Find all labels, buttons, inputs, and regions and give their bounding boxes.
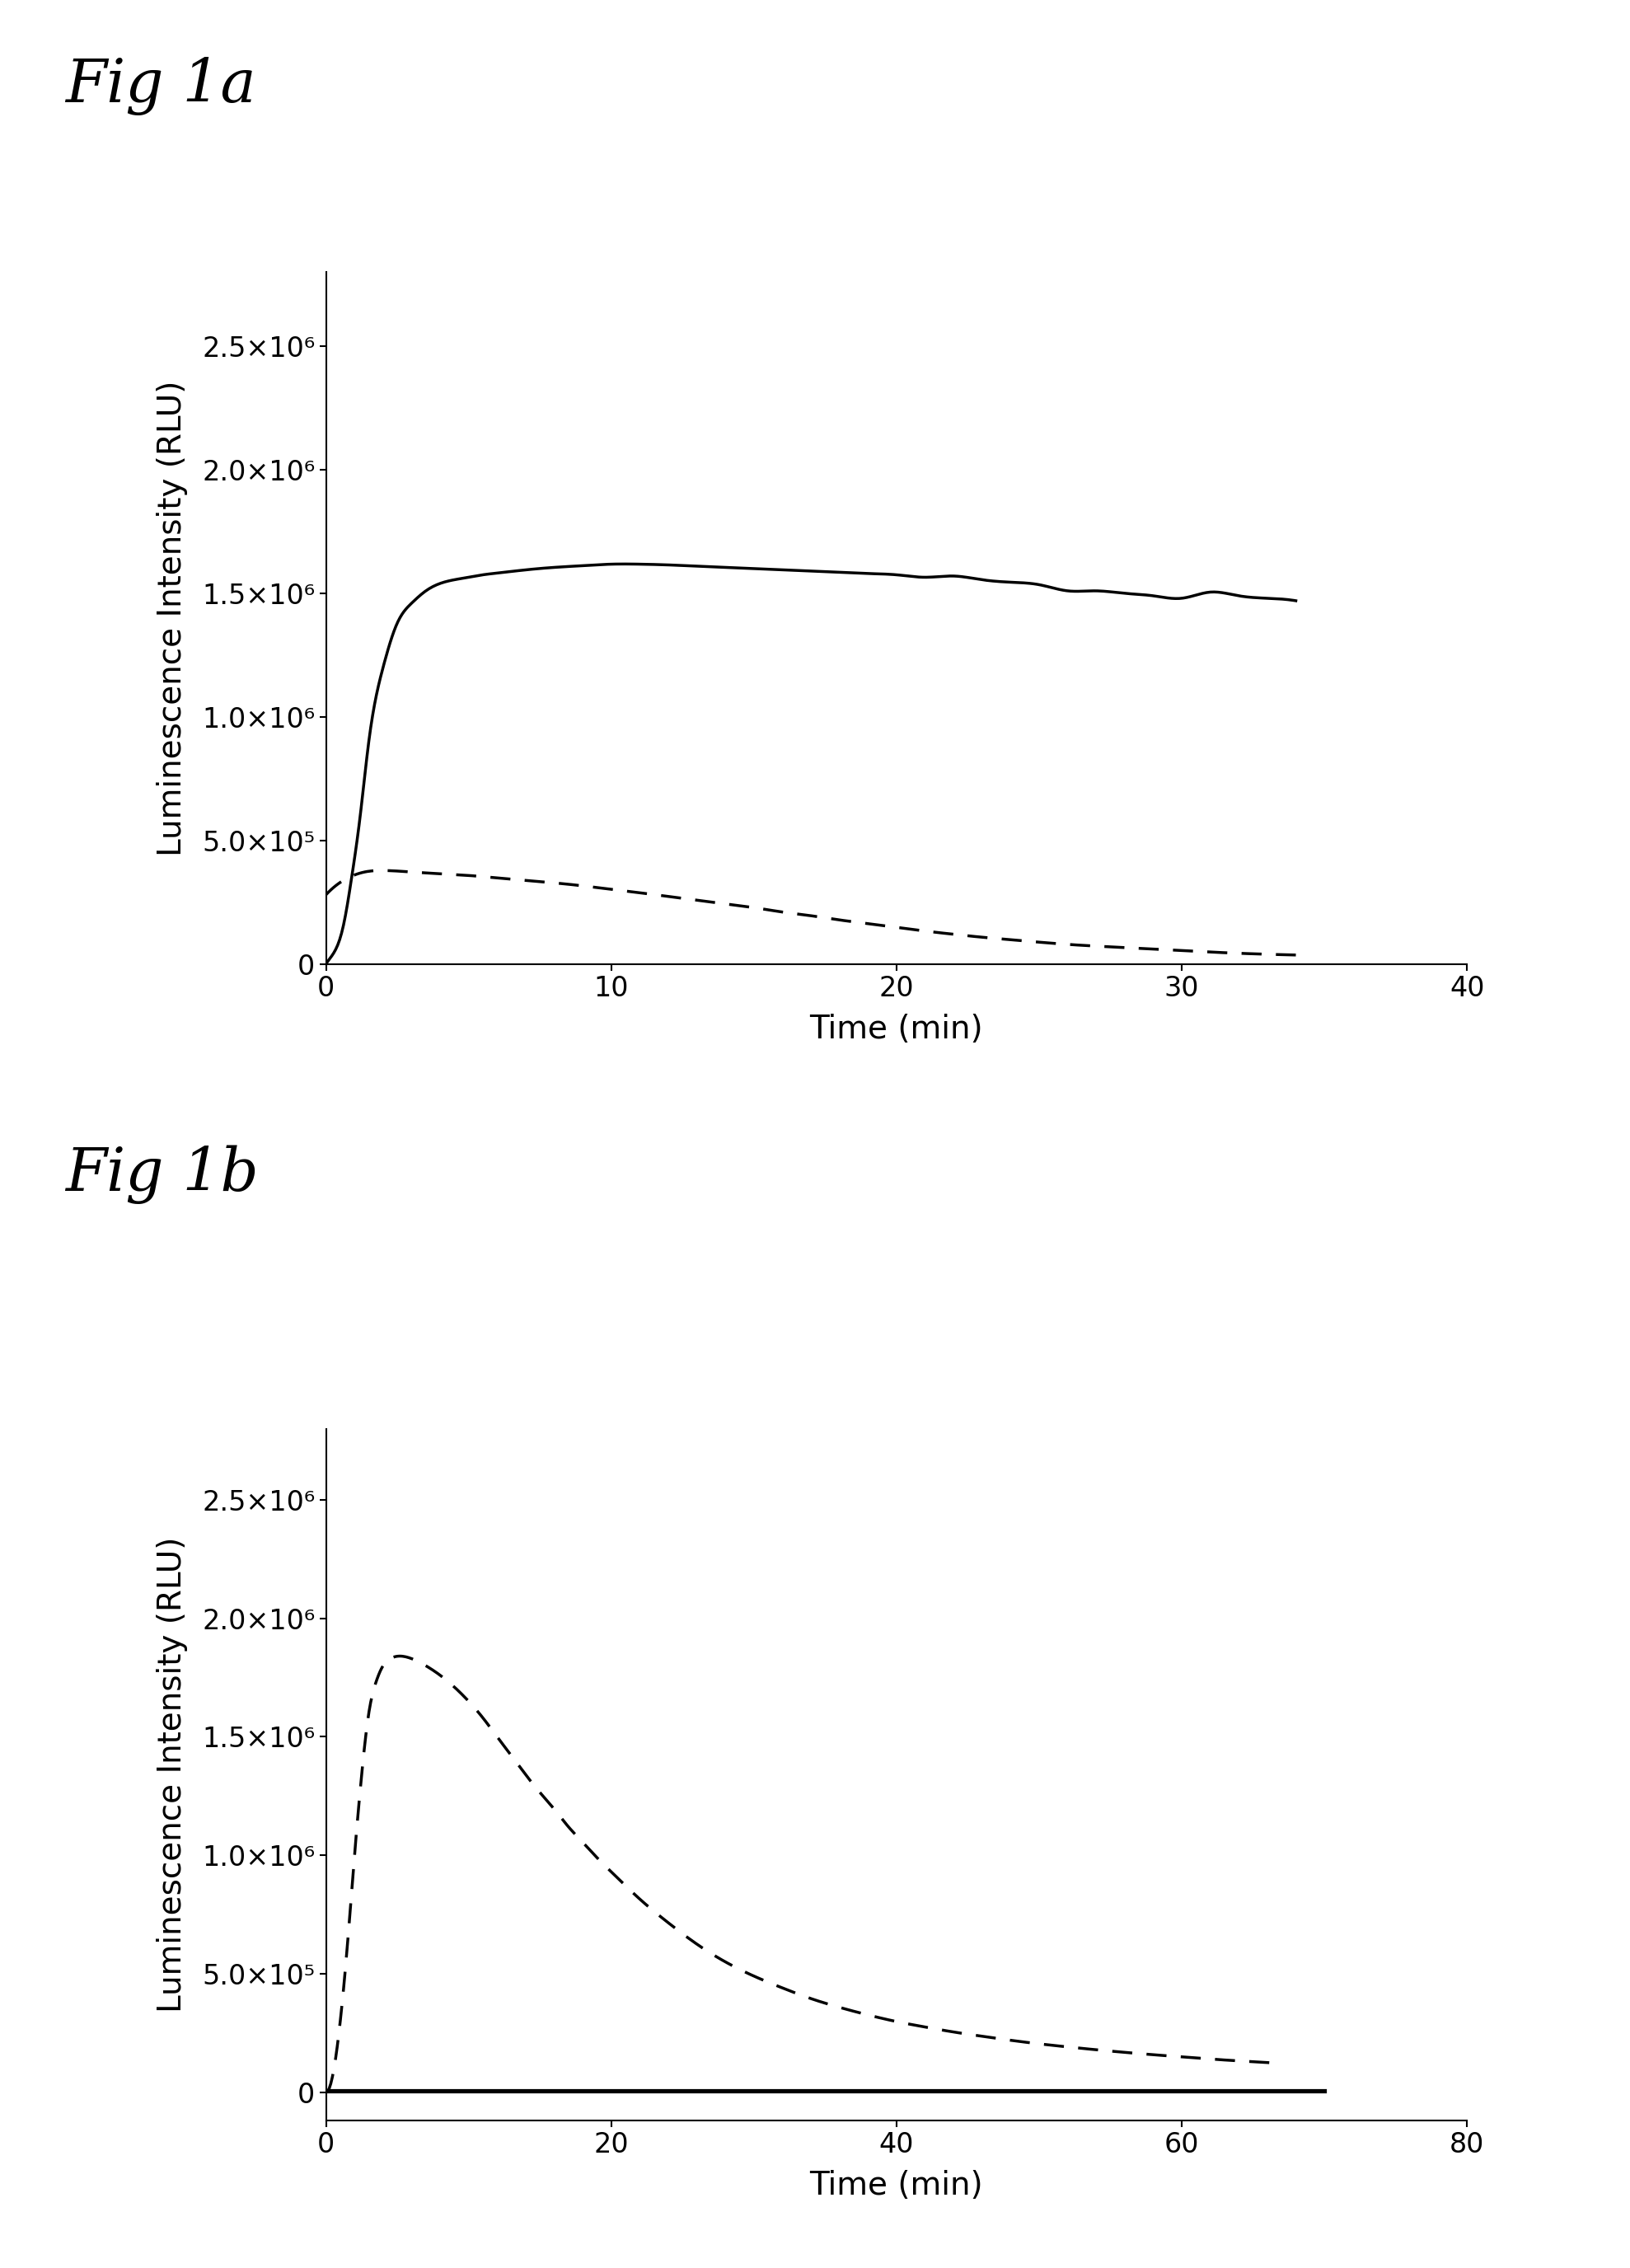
Y-axis label: Luminescence Intensity (RLU): Luminescence Intensity (RLU) bbox=[156, 381, 189, 855]
X-axis label: Time (min): Time (min) bbox=[810, 2170, 983, 2202]
Text: Fig 1a: Fig 1a bbox=[65, 57, 256, 116]
Text: Fig 1b: Fig 1b bbox=[65, 1145, 259, 1204]
X-axis label: Time (min): Time (min) bbox=[810, 1014, 983, 1046]
Y-axis label: Luminescence Intensity (RLU): Luminescence Intensity (RLU) bbox=[156, 1538, 189, 2012]
